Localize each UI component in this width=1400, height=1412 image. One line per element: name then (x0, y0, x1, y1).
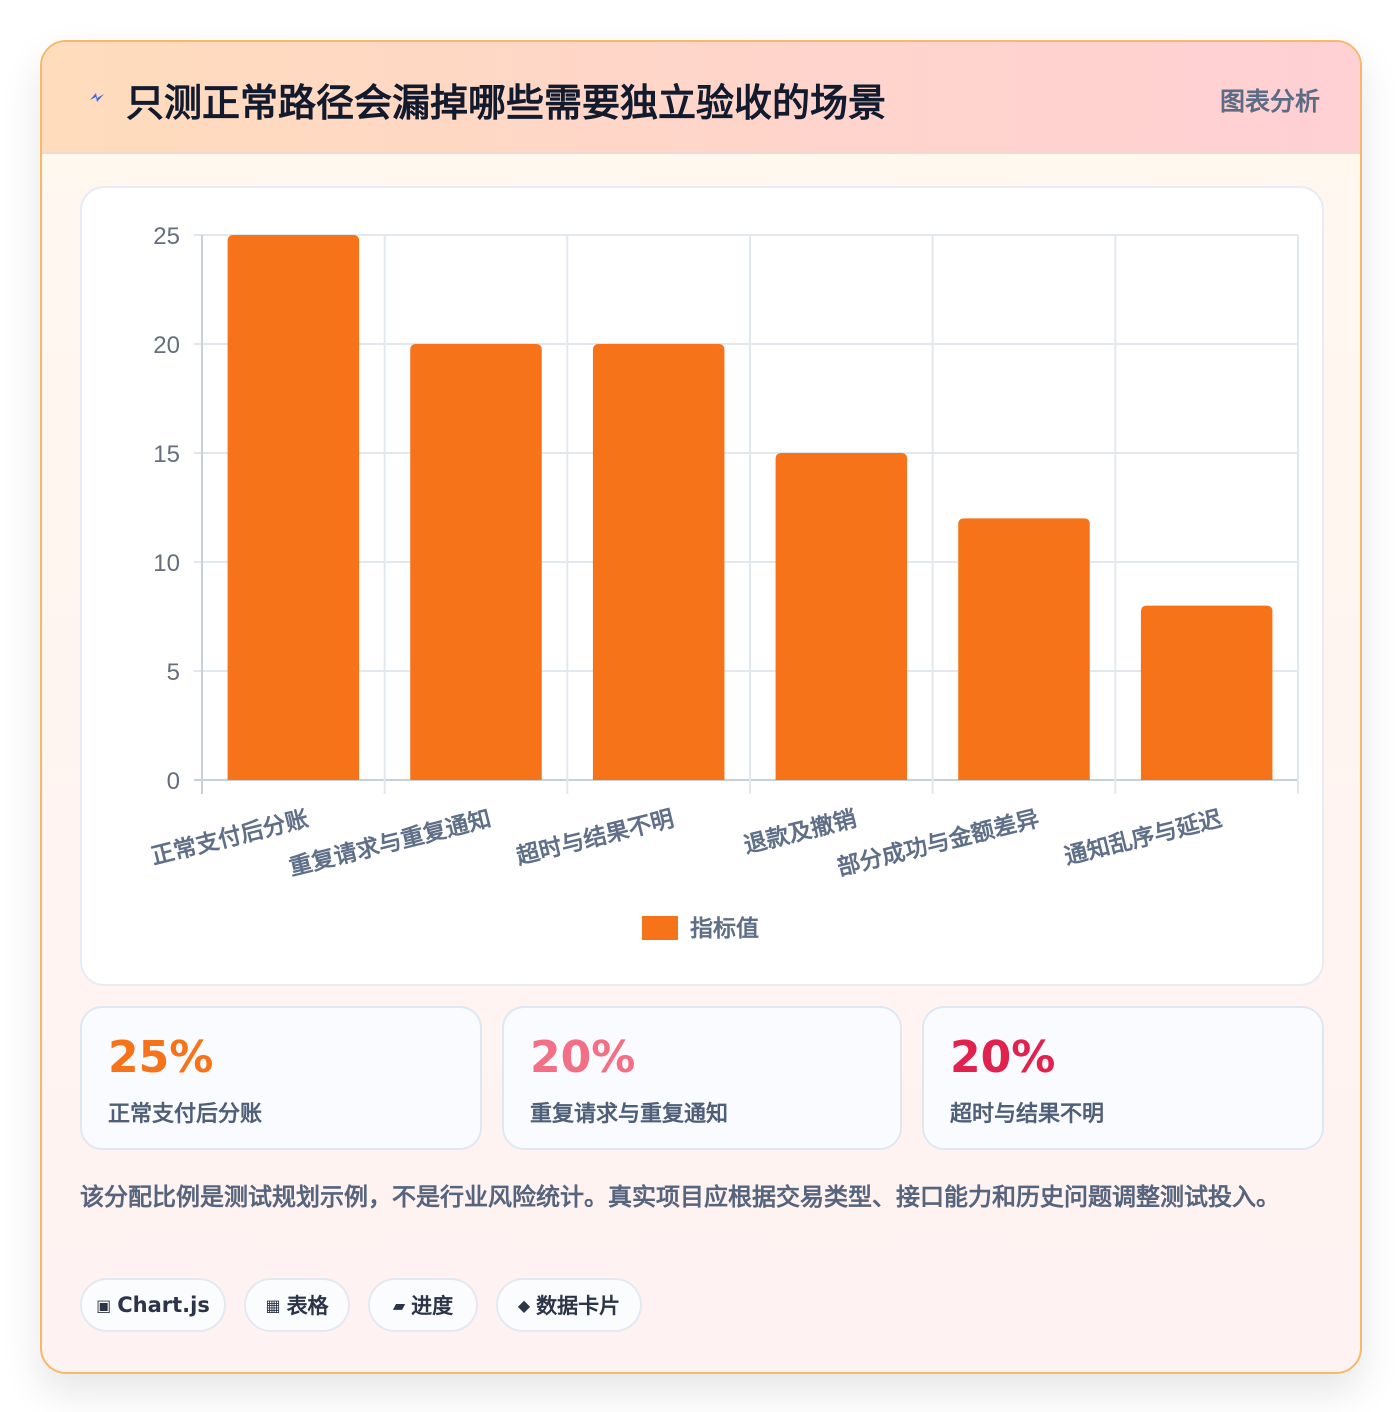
stat-card-2: 20% 重复请求与重复通知 (502, 1006, 902, 1150)
table-icon: ▦ (265, 1295, 281, 1315)
chart-container: 0 5 10 15 20 25 正常支付后分账 重复请求与重复通知 超时与结果不明 退款及撤销部… (80, 186, 1324, 986)
bar (775, 453, 908, 780)
card-header: 只测正常路径会漏掉哪些需要独立验收的场景 图表分析 (42, 42, 1360, 154)
bar (958, 518, 1090, 780)
y-tick-label: 20 (153, 332, 180, 359)
progress-icon: ▰ (392, 1295, 406, 1315)
bar (410, 344, 542, 780)
chart-note: 该分配比例是测试规划示例，不是行业风险统计。真实项目应根据交易类型、接口能力和历… (80, 1183, 1280, 1211)
stat-value: 25% (108, 1032, 214, 1083)
y-tick-label: 5 (167, 659, 180, 686)
stat-value: 20% (950, 1032, 1056, 1083)
chip-label: 进度 (411, 1294, 454, 1318)
stat-value: 20% (530, 1032, 636, 1083)
stat-label: 正常支付后分账 (108, 1102, 263, 1127)
chart-card: 只测正常路径会漏掉哪些需要独立验收的场景 图表分析 0 5 10 15 20 25 正常支… (40, 40, 1362, 1374)
x-category-label: 重复请求与重复通知 (286, 805, 493, 881)
chip-label: 表格 (286, 1294, 329, 1318)
x-category-label: 正常支付后分账 (149, 806, 312, 870)
chart-grid (194, 234, 1299, 794)
stat-card-1: 25% 正常支付后分账 (80, 1006, 482, 1150)
chip-chartjs[interactable]: ▣ Chart.js (80, 1278, 226, 1332)
chip-label: Chart.js (117, 1293, 210, 1317)
y-axis-ticks: 0 5 10 15 20 25 (153, 223, 180, 795)
bar (1140, 605, 1273, 780)
y-tick-label: 10 (153, 550, 180, 577)
bar (227, 235, 360, 780)
chart-analysis-tag: 图表分析 (1219, 87, 1320, 116)
chart-bars (227, 235, 1273, 780)
x-category-label: 超时与结果不明 (514, 806, 677, 870)
y-tick-label: 25 (153, 223, 180, 250)
chart-legend: 指标值 (642, 915, 759, 942)
y-tick-label: 0 (167, 768, 180, 795)
y-tick-label: 15 (153, 441, 180, 468)
legend-label: 指标值 (690, 915, 759, 942)
chip-data-card[interactable]: ◆ 数据卡片 (496, 1278, 642, 1332)
x-category-label: 通知乱序与延迟 (1062, 805, 1225, 870)
chip-label: 数据卡片 (536, 1294, 621, 1318)
page-title: 只测正常路径会漏掉哪些需要独立验收的场景 (126, 81, 887, 125)
chart-icon: ▣ (96, 1295, 112, 1315)
legend-swatch (642, 916, 678, 940)
x-category-label: 部分成功与金额差异 (834, 805, 1041, 881)
data-card-icon: ◆ (517, 1295, 531, 1315)
stat-card-3: 20% 超时与结果不明 (922, 1006, 1324, 1150)
lightning-icon (90, 93, 104, 102)
stat-label: 超时与结果不明 (950, 1102, 1105, 1127)
bar (592, 344, 725, 780)
chip-table[interactable]: ▦ 表格 (244, 1278, 350, 1332)
stat-label: 重复请求与重复通知 (530, 1102, 729, 1127)
chip-progress[interactable]: ▰ 进度 (368, 1278, 478, 1332)
x-category-label: 退款及撤销 (741, 805, 859, 859)
